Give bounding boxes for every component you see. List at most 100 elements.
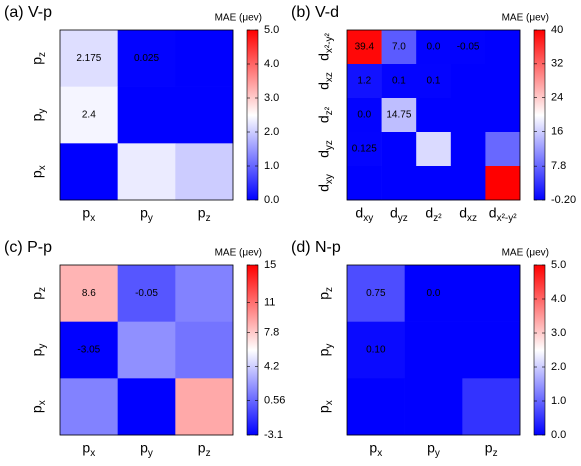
heatmap-cell: [347, 321, 405, 379]
y-tick-label: dx²-y²: [316, 32, 335, 60]
cell-label: 0.1: [392, 76, 406, 87]
cell-label: 0.0: [357, 110, 371, 121]
x-tick-label: dyz: [390, 205, 408, 224]
heatmap-cell: [347, 98, 382, 133]
x-tick-label: px: [82, 205, 95, 224]
plot-frame: [59, 29, 234, 201]
colorbar-tick-label: 15: [264, 259, 276, 271]
panel-title: (a) V-p: [4, 4, 52, 21]
heatmap-cell: [485, 132, 521, 167]
heatmap-cell: [347, 64, 382, 99]
y-tick-label: pz: [316, 287, 335, 300]
heatmap-cell: [117, 378, 176, 436]
colorbar-tick-label: 40: [551, 24, 563, 36]
heatmap-cell: [60, 265, 118, 322]
cell-label: 0.10: [366, 345, 386, 356]
heatmap-cell: [117, 30, 176, 87]
plot-frame: [346, 29, 521, 201]
x-tick-label: pz: [198, 440, 211, 459]
x-tick-label: px: [82, 440, 95, 459]
x-tick-label: py: [427, 440, 440, 459]
x-tick-label: px: [369, 440, 382, 459]
heatmap-cell: [416, 98, 452, 133]
colorbar-tick-label: 24: [551, 92, 563, 104]
cell-label: 14.75: [386, 110, 411, 121]
cell-label: -3.05: [77, 345, 100, 356]
y-tick-label: dyz: [316, 140, 335, 158]
heatmap-cell: [381, 166, 417, 201]
x-tick-label: pz: [198, 205, 211, 224]
heatmap-cell: [175, 321, 234, 379]
x-tick-label: dx²-y²: [489, 205, 517, 224]
heatmap-cell: [60, 321, 118, 379]
heatmap-cell: [450, 30, 486, 65]
colorbar-tick-label: 32: [551, 58, 563, 70]
heatmap-cell: [381, 98, 417, 133]
cell-label: 8.6: [82, 288, 96, 299]
cell-label: 0.025: [134, 53, 159, 64]
cell-label: 7.0: [392, 42, 406, 53]
colorbar-tick-label: 7.8: [264, 327, 279, 339]
cell-label: 2.4: [82, 110, 96, 121]
colorbar-tick-label: -3.1: [264, 429, 283, 441]
colorbar-tick-label: 0.0: [264, 194, 279, 206]
colorbar: [533, 29, 546, 201]
cell-label: 0.0: [427, 42, 441, 53]
colorbar-label: MAE (μev): [502, 248, 549, 259]
heatmap-cell: [60, 86, 118, 144]
x-tick-label: dxz: [459, 205, 477, 224]
heatmap-cell: [485, 30, 521, 65]
heatmap-cell: [450, 64, 486, 99]
colorbar-tick-label: 16: [551, 125, 563, 137]
y-tick-label: py: [29, 109, 48, 122]
colorbar-tick-label: 3.0: [551, 327, 566, 339]
heatmap-cell: [347, 265, 405, 322]
colorbar: [533, 264, 546, 436]
colorbar-label: MAE (μev): [502, 13, 549, 24]
heatmap-cell: [117, 321, 176, 379]
heatmap-cell: [117, 86, 176, 144]
y-tick-label: px: [316, 400, 335, 413]
cell-label: 0.0: [427, 288, 441, 299]
heatmap-cell: [347, 132, 382, 167]
y-tick-label: dz²: [316, 106, 335, 123]
x-tick-label: py: [140, 440, 153, 459]
cell-label: 39.4: [355, 42, 375, 53]
colorbar-tick-label: 0.0: [551, 429, 566, 441]
y-tick-label: dxy: [316, 174, 335, 192]
heatmap-cell: [485, 98, 521, 133]
colorbar-tick-label: 4.0: [551, 293, 566, 305]
heatmap-cell: [404, 265, 463, 322]
colorbar-label: MAE (μev): [215, 13, 262, 24]
heatmap-cell: [60, 378, 118, 436]
cell-label: 2.175: [76, 53, 101, 64]
y-tick-label: pz: [29, 287, 48, 300]
plot-frame: [59, 264, 234, 436]
heatmap-cell: [462, 378, 521, 436]
cell-label: -0.05: [457, 42, 480, 53]
heatmap-cell: [381, 30, 417, 65]
panel-title: (c) P-p: [4, 239, 52, 256]
x-tick-label: dxy: [355, 205, 373, 224]
cell-label: 0.125: [352, 144, 377, 155]
y-tick-label: py: [316, 344, 335, 357]
colorbar: [246, 264, 259, 436]
heatmap-cell: [347, 166, 382, 201]
heatmap-cell: [60, 30, 118, 87]
colorbar-tick-label: 0.56: [264, 395, 285, 407]
heatmap-cell: [60, 143, 118, 201]
heatmap-cell: [175, 86, 234, 144]
heatmap-cell: [416, 64, 452, 99]
panel-title: (b) V-d: [291, 4, 339, 21]
heatmap-cell: [404, 378, 463, 436]
colorbar-tick-label: 4.2: [264, 360, 279, 372]
colorbar-label: MAE (μev): [215, 248, 262, 259]
heatmap-cell: [381, 64, 417, 99]
heatmap-cell: [175, 143, 234, 201]
colorbar-tick-label: -0.20: [551, 194, 576, 206]
heatmap-cell: [117, 143, 176, 201]
colorbar-tick-label: 1.0: [264, 160, 279, 172]
heatmap-cell: [347, 378, 405, 436]
x-tick-label: dz²: [425, 205, 442, 224]
